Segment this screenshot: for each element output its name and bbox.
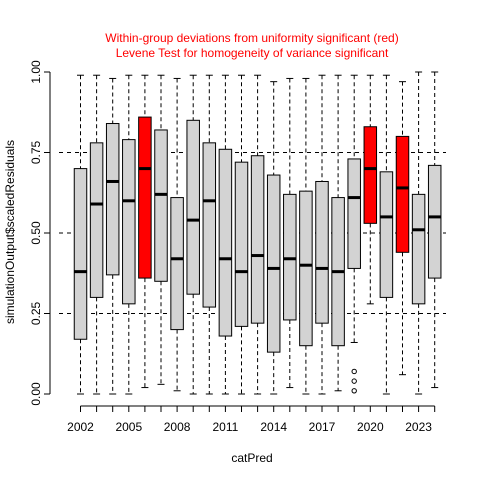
- box-2011: [218, 148, 233, 337]
- chart-title: Within-group deviations from uniformity …: [105, 31, 398, 60]
- outlier-point: [351, 378, 357, 384]
- y-axis-label: simulationOutput$scaledResiduals: [3, 140, 17, 324]
- y-tick-label: 0.75: [29, 140, 43, 164]
- box-2016: [299, 190, 313, 347]
- box-2021: [379, 171, 394, 298]
- y-tick-label: 0.50: [29, 221, 43, 245]
- box-2014: [266, 174, 281, 353]
- y-tick-label: 1.00: [29, 60, 43, 84]
- box-2024: [427, 164, 442, 279]
- box-2003: [89, 142, 104, 298]
- x-tick-label: 2020: [357, 420, 384, 434]
- box-2015: [283, 193, 297, 321]
- x-axis: 2002 2005 2008 2011 2014 2017 2020 2023: [67, 405, 436, 434]
- x-tick-label: 2011: [212, 420, 238, 434]
- box-2009: [186, 119, 200, 295]
- chart-title-line-1: Within-group deviations from uniformity …: [105, 31, 398, 45]
- box-2007: [154, 129, 168, 282]
- outlier-point: [351, 388, 357, 394]
- x-tick-label: 2014: [260, 420, 287, 434]
- y-axis: 0.00 0.25 0.50 0.75 1.00: [29, 60, 51, 406]
- box-2002: [73, 168, 88, 340]
- box-2004: [105, 123, 120, 276]
- box-2006: [138, 116, 152, 279]
- box-2013: [250, 155, 265, 324]
- box-2022: [395, 135, 410, 253]
- y-tick-label: 0.25: [29, 301, 43, 325]
- box-2005: [122, 139, 136, 305]
- x-tick-label: 2023: [405, 420, 432, 434]
- box-2023: [411, 193, 426, 305]
- box-2017: [315, 180, 329, 324]
- boxes-group: [73, 71, 442, 395]
- box-2010: [202, 142, 217, 308]
- chart-title-line-2: Levene Test for homogeneity of variance …: [116, 46, 389, 60]
- box-2012: [234, 161, 249, 327]
- x-tick-label: 2017: [309, 420, 336, 434]
- x-tick-label: 2002: [67, 420, 94, 434]
- x-tick-label: 2005: [115, 420, 142, 434]
- outlier-point: [351, 368, 357, 375]
- box-2008: [170, 197, 184, 331]
- y-tick-label: 0.00: [29, 382, 43, 406]
- box-2020: [363, 126, 378, 224]
- x-tick-label: 2008: [164, 420, 191, 434]
- x-axis-label: catPred: [231, 451, 272, 465]
- box-2019: [347, 158, 361, 269]
